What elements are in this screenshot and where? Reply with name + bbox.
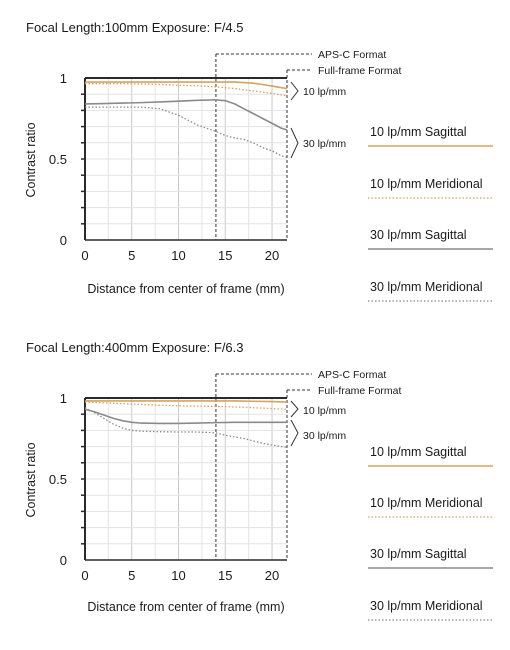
x-tick-label: 15 [218,248,232,263]
y-tick-label: 0.5 [49,152,67,167]
group-label-30lp: 30 lp/mm [303,430,346,442]
series-line-4 [85,106,288,159]
x-tick-label: 20 [265,568,279,583]
series-line-4 [84,407,288,449]
full-frame-label: Full-frame Format [318,385,402,397]
y-tick-label: 1 [60,71,67,86]
aps-c-label: APS-C Format [318,49,386,61]
x-tick-label: 5 [128,248,135,263]
y-tick-label: 1 [60,391,67,406]
series-line-1 [85,81,288,90]
group-bracket-10lp [290,81,299,101]
y-axis-label: Contrast ratio [24,442,38,517]
y-tick-label: 0 [60,233,67,248]
chart-panel-1: Focal Length:100mm Exposure: F/4.500.510… [24,20,493,302]
chart-title: Focal Length:100mm Exposure: F/4.5 [26,20,244,35]
aps-c-label: APS-C Format [318,369,386,381]
legend-label-2: 10 lp/mm Meridional [370,177,483,191]
series-line-2 [85,83,288,97]
x-tick-label: 20 [265,248,279,263]
chart-title: Focal Length:400mm Exposure: F/6.3 [26,340,244,355]
y-axis-label: Contrast ratio [24,122,38,197]
x-tick-label: 10 [171,248,185,263]
full-frame-label: Full-frame Format [318,65,402,77]
legend-label-4: 30 lp/mm Meridional [370,599,483,613]
series-line-3 [84,99,288,131]
group-label-10lp: 10 lp/mm [303,86,346,98]
x-tick-label: 0 [81,568,88,583]
group-label-30lp: 30 lp/mm [303,138,346,150]
group-label-10lp: 10 lp/mm [303,405,346,417]
legend-label-2: 10 lp/mm Meridional [370,496,483,510]
group-bracket-30lp [290,419,299,447]
y-tick-label: 0.5 [49,472,67,487]
x-axis-label: Distance from center of frame (mm) [87,282,284,296]
legend-label-1: 10 lp/mm Sagittal [370,125,467,139]
x-tick-label: 5 [128,568,135,583]
legend-label-3: 30 lp/mm Sagittal [370,228,467,242]
series-line-1 [85,400,288,403]
legend-label-1: 10 lp/mm Sagittal [370,445,467,459]
series-line-2 [84,401,288,410]
group-bracket-30lp [290,127,299,159]
legend-label-4: 30 lp/mm Meridional [370,280,483,294]
group-bracket-10lp [290,400,299,418]
legend-label-3: 30 lp/mm Sagittal [370,547,467,561]
y-tick-label: 0 [60,553,67,568]
x-tick-label: 10 [171,568,185,583]
series-line-3 [84,408,287,425]
x-tick-label: 15 [218,568,232,583]
chart-panel-2: Focal Length:400mm Exposure: F/6.300.510… [24,340,493,621]
x-tick-label: 0 [81,248,88,263]
x-axis-label: Distance from center of frame (mm) [87,600,284,614]
